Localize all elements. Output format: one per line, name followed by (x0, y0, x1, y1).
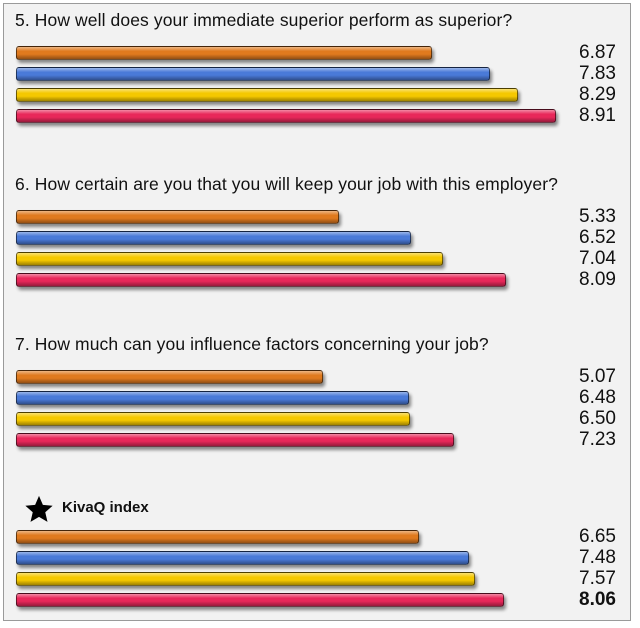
group-1-value-label-4: 8.91 (579, 105, 616, 126)
group-1-bar-2 (16, 67, 490, 81)
chart-panel: 5. How well does your immediate superior… (3, 3, 631, 621)
group-2-value-label-3: 7.04 (579, 248, 616, 269)
group-4-bar-3 (16, 572, 475, 586)
group-4-bar-1 (16, 530, 419, 544)
group-3-bar-4 (16, 433, 454, 447)
group-3-value-label-2: 6.48 (579, 387, 616, 408)
group-1-value-label-2: 7.83 (579, 63, 616, 84)
group-1-bar-3 (16, 88, 518, 102)
group-2-value-label-2: 6.52 (579, 227, 616, 248)
group-4-bar-4 (16, 593, 504, 607)
group-3-bar-2 (16, 391, 409, 405)
group-4-value-label-3: 7.57 (579, 568, 616, 589)
kivaq-index-label: KivaQ index (62, 499, 149, 516)
group-4-value-label-2: 7.48 (579, 547, 616, 568)
group-2-bar-4 (16, 273, 506, 287)
group-2-bar-1 (16, 210, 339, 224)
group-2-bar-2 (16, 231, 411, 245)
group-3-bar-3 (16, 412, 410, 426)
group-1-value-label-1: 6.87 (579, 42, 616, 63)
group-2-value-label-4: 8.09 (579, 269, 616, 290)
group-3-question-title: 7. How much can you influence factors co… (15, 334, 489, 354)
group-1-value-label-3: 8.29 (579, 84, 616, 105)
group-1-question-title: 5. How well does your immediate superior… (15, 10, 513, 30)
group-2-bar-3 (16, 252, 443, 266)
group-4-value-label-1: 6.65 (579, 526, 616, 547)
group-3-bar-1 (16, 370, 323, 384)
group-4-bar-2 (16, 551, 469, 565)
group-3-value-label-3: 6.50 (579, 408, 616, 429)
group-2-question-title: 6. How certain are you that you will kee… (15, 174, 558, 194)
group-3-value-label-4: 7.23 (579, 429, 616, 450)
group-1-bar-4 (16, 109, 556, 123)
group-4-value-label-4: 8.06 (579, 589, 616, 610)
group-1-bar-1 (16, 46, 432, 60)
star-icon (25, 495, 53, 522)
group-2-value-label-1: 5.33 (579, 206, 616, 227)
group-3-value-label-1: 5.07 (579, 366, 616, 387)
